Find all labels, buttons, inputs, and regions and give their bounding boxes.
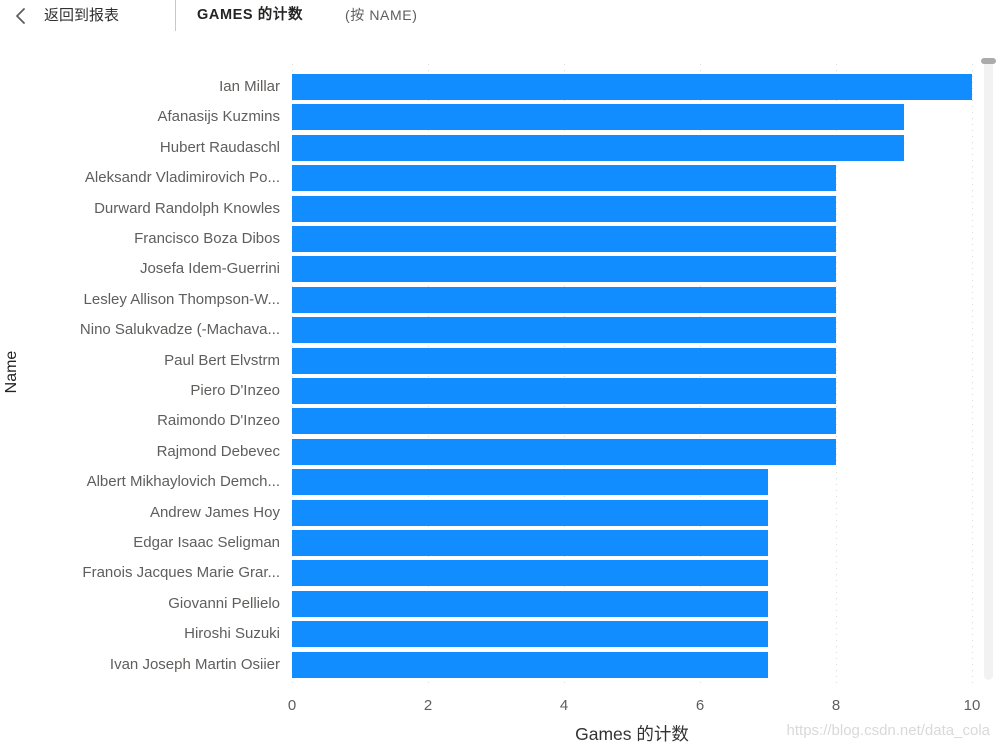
bar[interactable] [292,651,768,678]
bar[interactable] [292,226,836,252]
x-tick-label: 10 [963,697,981,714]
x-axis-title: Games 的计数 [575,724,689,744]
category-label: Josefa Idem-Guerrini [139,260,280,278]
chart-scrollbar-track[interactable] [984,60,993,680]
category-label: Hiroshi Suzuki [184,625,280,643]
bar[interactable] [292,438,836,465]
watermark-text: https://blog.csdn.net/data_cola [786,722,990,739]
bar[interactable] [292,469,768,496]
bar[interactable] [292,378,836,404]
y-axis-title: Name [3,350,20,394]
category-label: Aleksandr Vladimirovich Po... [84,169,280,187]
bar[interactable] [292,621,768,648]
back-to-report-label: 返回到报表 [44,7,120,24]
chart-subtitle: (按 NAME) [345,7,418,23]
category-label: Raimondo D'Inzeo [157,412,280,430]
bar[interactable] [292,530,768,556]
bar[interactable] [292,165,836,192]
bar[interactable] [292,560,768,587]
category-label: Franois Jacques Marie Grar... [82,564,280,582]
category-label: Piero D'Inzeo [190,382,280,399]
gridline [836,64,837,688]
bar[interactable] [292,408,836,435]
bar[interactable] [292,347,836,374]
category-label: Paul Bert Elvstrm [164,351,280,369]
drillthrough-header: 返回到报表 GAMES 的计数 (按 NAME) [0,0,997,32]
category-label: Edgar Isaac Seligman [133,534,280,551]
bar[interactable] [292,104,904,131]
chart-scrollbar-thumb[interactable] [981,58,996,64]
category-label: Afanasijs Kuzmins [157,108,280,126]
bar[interactable] [292,286,836,313]
bar[interactable] [292,195,836,222]
category-label: Lesley Allison Thompson-W... [83,290,280,308]
gridline [972,64,973,688]
x-tick-label: 4 [559,697,569,714]
category-label: Andrew James Hoy [149,503,280,521]
bar[interactable] [292,317,836,344]
x-tick-label: 8 [831,697,841,714]
category-label: Hubert Raudaschl [159,138,280,156]
category-label: Albert Mikhaylovich Demch... [86,473,280,491]
category-label: Rajmond Debevec [156,442,280,460]
header-divider [175,0,176,31]
chevron-left-icon [16,7,25,24]
gridline [564,64,565,688]
gridline [700,64,701,688]
x-tick-label: 0 [287,697,297,714]
category-label: Ian Millar [219,78,280,95]
category-label: Nino Salukvadze (-Machava... [79,321,280,339]
category-label: Durward Randolph Knowles [94,199,280,217]
chart-title: GAMES 的计数 [197,7,304,23]
gridline [292,64,293,688]
bar[interactable] [292,590,768,617]
back-to-report-button[interactable]: 返回到报表 [12,0,119,31]
category-label: Ivan Joseph Martin Osiier [109,655,280,673]
bar[interactable] [292,256,836,283]
gridline [428,64,429,688]
category-label: Giovanni Pellielo [168,594,280,612]
bar[interactable] [292,499,768,526]
x-tick-label: 6 [695,697,705,714]
bar[interactable] [292,134,904,161]
category-label: Francisco Boza Dibos [134,230,280,247]
bar[interactable] [292,74,972,100]
x-tick-label: 2 [423,697,433,714]
